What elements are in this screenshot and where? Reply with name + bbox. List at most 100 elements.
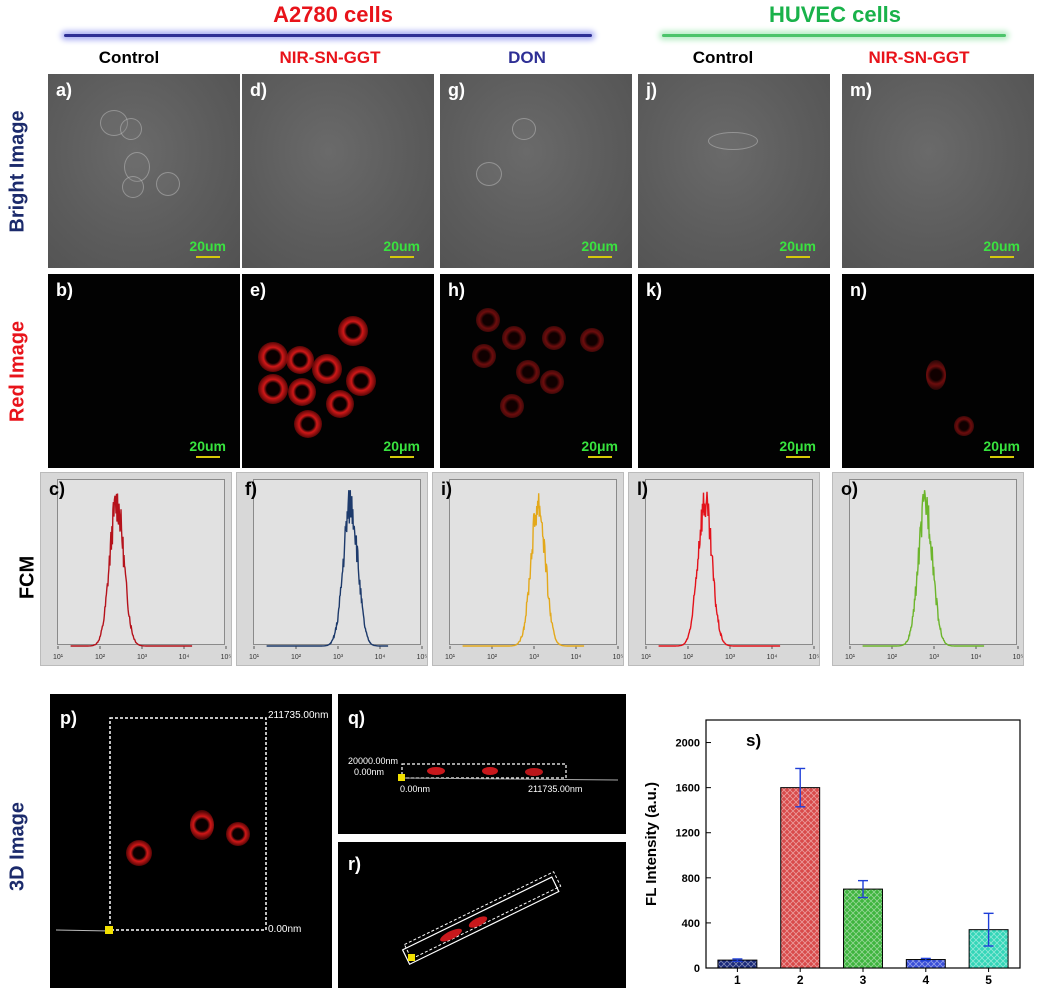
fcm-tick-label: 10³ xyxy=(725,654,736,661)
fcm-tick-label: 10² xyxy=(291,654,302,661)
bar xyxy=(843,888,883,969)
fcm-panel-i: 10¹ 10² 10³ 10⁴ 10⁵ i) xyxy=(432,472,624,666)
fcm-tick-label: 10¹ xyxy=(641,654,652,661)
scale-bar-line xyxy=(785,456,810,458)
axis-value-x-right: 211735.00nm xyxy=(528,784,583,794)
threed-box-q xyxy=(398,763,619,781)
cell xyxy=(346,366,376,396)
cell xyxy=(512,118,536,140)
header-huvec: HUVEC cells xyxy=(768,2,902,27)
scale-bar: 20um xyxy=(189,438,226,458)
row-label-bright: Bright Image xyxy=(6,110,29,233)
cell xyxy=(226,822,250,846)
y-tick-label: 800 xyxy=(682,873,700,885)
cell xyxy=(926,360,946,390)
fcm-tick-label: 10¹ xyxy=(249,654,260,661)
column-label-control-a2780: Control xyxy=(98,48,160,67)
bright-panel-a: a) 20um xyxy=(48,74,240,268)
y-tick-label: 400 xyxy=(682,918,700,930)
red-panel-n: n) 20μm xyxy=(842,274,1034,468)
panel-label: q) xyxy=(348,708,365,728)
fcm-histogram: 10¹ 10² 10³ 10⁴ 10⁵ xyxy=(249,490,428,661)
cell xyxy=(580,328,604,352)
axis-value-bottom: 0.00nm xyxy=(268,924,302,935)
fcm-plot-area xyxy=(645,479,813,645)
axis-value-top: 211735.00nm xyxy=(268,710,329,721)
fcm-tick-label: 10³ xyxy=(529,654,540,661)
scale-bar-line xyxy=(587,456,612,458)
scale-bar: 20μm xyxy=(581,438,618,458)
fcm-plot-area xyxy=(253,479,421,645)
red-panel-h: h) 20μm xyxy=(440,274,632,468)
scale-bar-line xyxy=(785,256,810,258)
threed-panel-q: q) 20000.00nm 0.00nm 0.00nm 211735.00nm xyxy=(338,694,626,834)
scale-bar-text: 20μm xyxy=(779,438,816,454)
panel-label: e) xyxy=(250,280,267,300)
y-tick-label: 0 xyxy=(694,963,700,975)
fcm-tick-label: 10² xyxy=(95,654,106,661)
threed-panel-r: r) xyxy=(338,842,626,988)
cell xyxy=(126,840,152,866)
fcm-tick-label: 10⁵ xyxy=(1013,654,1024,661)
column-label-control-huvec: Control xyxy=(692,48,754,67)
axis-value-y-bottom: 0.00nm xyxy=(354,767,385,777)
scale-bar: 20μm xyxy=(779,438,816,458)
scale-bar-line xyxy=(989,256,1014,258)
panel-label: k) xyxy=(646,280,663,300)
red-panel-e: e) 20μm xyxy=(242,274,434,468)
fcm-histogram-line xyxy=(462,493,585,647)
scale-bar-line xyxy=(389,456,414,458)
y-tick-label: 1200 xyxy=(676,828,700,840)
scale-bar-line xyxy=(989,456,1014,458)
panel-label: a) xyxy=(56,80,73,100)
threed-box-p xyxy=(55,717,267,934)
cell xyxy=(120,118,142,140)
cell xyxy=(476,162,502,186)
fcm-histogram-line xyxy=(658,491,781,647)
scale-bar-text: 20um xyxy=(581,238,618,254)
scale-bar-line xyxy=(389,256,414,258)
cell xyxy=(122,176,144,198)
fcm-tick-label: 10⁵ xyxy=(417,654,428,661)
bright-panel-d: d) 20um xyxy=(242,74,434,268)
cell xyxy=(540,370,564,394)
fcm-tick-label: 10⁵ xyxy=(809,654,820,661)
panel-label: r) xyxy=(348,854,361,874)
cell xyxy=(708,132,758,150)
panel-label: m) xyxy=(850,80,872,100)
scale-bar-line xyxy=(195,256,220,258)
fcm-tick-label: 10² xyxy=(683,654,694,661)
threed-box-r xyxy=(401,871,562,966)
scale-bar: 20μm xyxy=(383,438,420,458)
fcm-tick-label: 10⁴ xyxy=(571,654,582,661)
fcm-tick-label: 10¹ xyxy=(845,654,856,661)
y-tick-label: 2000 xyxy=(676,738,700,750)
scale-bar-line xyxy=(587,256,612,258)
panel-label: p) xyxy=(60,708,77,728)
cell xyxy=(338,316,368,346)
fcm-panel-c: 10¹ 10² 10³ 10⁴ 10⁵ c) xyxy=(40,472,232,666)
cell xyxy=(156,172,180,196)
header-a2780: A2780 cells xyxy=(273,2,393,27)
cell xyxy=(476,308,500,332)
row-label-3d: 3D Image xyxy=(6,802,29,891)
fcm-tick-label: 10² xyxy=(887,654,898,661)
x-tick-label: 2 xyxy=(797,973,804,987)
cell xyxy=(286,346,314,374)
scale-bar: 20um xyxy=(383,238,420,258)
cell xyxy=(190,810,214,840)
panel-label: c) xyxy=(49,479,66,499)
scale-bar: 20um xyxy=(581,238,618,258)
cell xyxy=(288,378,316,406)
scale-bar: 20μm xyxy=(983,438,1020,458)
fcm-histogram-line xyxy=(862,490,985,647)
chart-title: s) xyxy=(746,731,761,750)
fcm-histogram: 10¹ 10² 10³ 10⁴ 10⁵ xyxy=(641,491,820,661)
panel-label: d) xyxy=(250,80,267,100)
x-tick-label: 4 xyxy=(922,973,929,987)
red-panel-k: k) 20μm xyxy=(638,274,830,468)
fcm-tick-label: 10⁴ xyxy=(179,654,190,661)
fcm-plot-area xyxy=(57,479,225,645)
bar xyxy=(780,787,821,969)
fcm-histogram-line xyxy=(70,493,193,647)
